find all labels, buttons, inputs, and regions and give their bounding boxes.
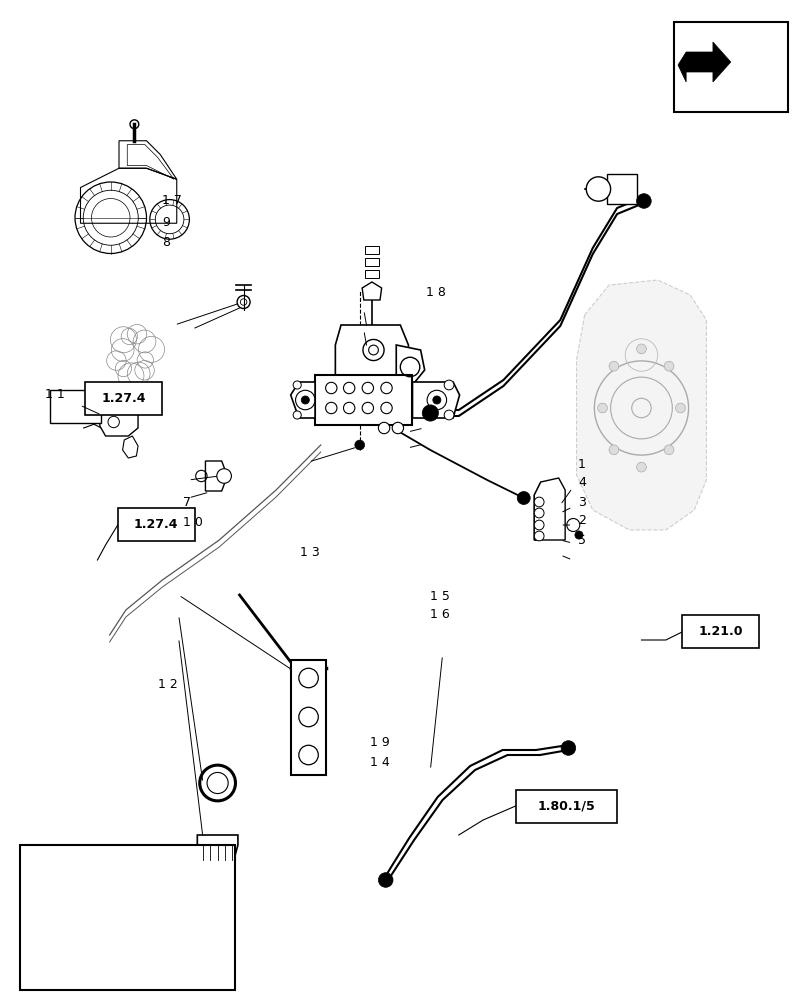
Text: 9: 9 [162, 216, 170, 229]
Polygon shape [412, 382, 459, 418]
Circle shape [560, 741, 575, 755]
Circle shape [354, 440, 364, 450]
Circle shape [534, 520, 543, 530]
Circle shape [636, 194, 650, 208]
Text: 1 8: 1 8 [426, 286, 445, 298]
Circle shape [636, 462, 646, 472]
Circle shape [534, 508, 543, 518]
Circle shape [298, 745, 318, 765]
Circle shape [378, 422, 389, 434]
Bar [85, 382, 162, 415]
Bar [20, 845, 235, 990]
Text: 5: 5 [577, 534, 586, 546]
Circle shape [597, 403, 607, 413]
Polygon shape [677, 42, 730, 82]
Polygon shape [290, 660, 326, 775]
Text: 1 7: 1 7 [162, 194, 182, 207]
Bar [50, 390, 101, 423]
Polygon shape [364, 258, 379, 266]
Circle shape [534, 531, 543, 541]
Circle shape [293, 411, 301, 419]
Polygon shape [315, 375, 412, 425]
Bar [673, 22, 787, 112]
Bar [606, 174, 637, 204]
Circle shape [534, 497, 543, 507]
Text: 1 0: 1 0 [182, 516, 202, 530]
Text: 7: 7 [182, 496, 191, 510]
Polygon shape [364, 246, 379, 254]
Text: 2: 2 [577, 514, 586, 528]
Text: 1.27.4: 1.27.4 [134, 518, 178, 531]
Text: 1 3: 1 3 [300, 546, 320, 560]
Circle shape [392, 422, 403, 434]
Circle shape [422, 405, 438, 421]
Bar [515, 790, 616, 823]
Circle shape [298, 668, 318, 688]
Bar [118, 508, 195, 541]
Text: 4: 4 [577, 477, 586, 489]
Text: 1 1: 1 1 [45, 388, 64, 401]
Circle shape [663, 445, 673, 455]
Text: 3: 3 [577, 495, 586, 508]
Circle shape [517, 492, 530, 504]
Circle shape [636, 344, 646, 354]
Text: 1 9: 1 9 [370, 736, 389, 748]
Text: 1.21.0: 1.21.0 [697, 625, 742, 638]
Text: 1 6: 1 6 [430, 608, 449, 621]
Polygon shape [396, 345, 424, 385]
Text: 1 2: 1 2 [158, 678, 178, 692]
Polygon shape [534, 482, 540, 540]
Circle shape [608, 445, 618, 455]
Text: 1 4: 1 4 [370, 756, 389, 768]
Circle shape [675, 403, 684, 413]
Circle shape [574, 531, 582, 539]
Polygon shape [362, 282, 381, 300]
Polygon shape [576, 280, 706, 530]
Polygon shape [364, 270, 379, 278]
Circle shape [293, 381, 301, 389]
Circle shape [586, 177, 610, 201]
Circle shape [301, 396, 309, 404]
Text: 1 5: 1 5 [430, 590, 449, 603]
Text: 1.27.4: 1.27.4 [101, 392, 146, 405]
Circle shape [566, 519, 579, 531]
Polygon shape [534, 478, 564, 540]
Polygon shape [197, 835, 238, 867]
Polygon shape [100, 403, 138, 436]
Circle shape [378, 873, 393, 887]
Circle shape [444, 410, 453, 420]
Circle shape [444, 380, 453, 390]
Polygon shape [122, 436, 138, 458]
Polygon shape [290, 382, 315, 418]
Circle shape [663, 361, 673, 371]
Polygon shape [205, 461, 227, 491]
Text: 1.80.1/5: 1.80.1/5 [537, 800, 594, 813]
Circle shape [608, 361, 618, 371]
Polygon shape [335, 325, 408, 380]
Circle shape [298, 707, 318, 727]
Circle shape [432, 396, 440, 404]
Bar [681, 615, 758, 648]
Text: 1: 1 [577, 458, 586, 471]
Text: 8: 8 [162, 236, 170, 249]
Circle shape [217, 469, 231, 483]
